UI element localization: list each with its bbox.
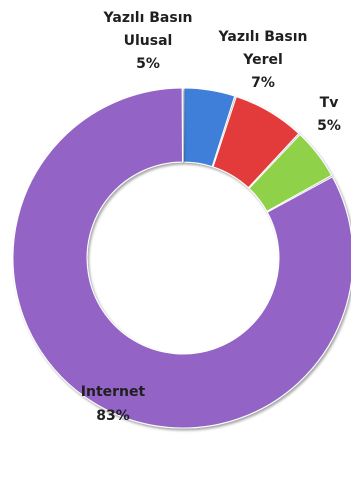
value-label: 5%	[136, 56, 160, 72]
slice-layer	[12, 87, 351, 429]
data-label-tv: Tv 5%	[317, 95, 341, 134]
label-layer: Yazılı Basın Ulusal 5% Yazılı Basın Yerel 7% T…	[81, 10, 341, 424]
slice-tv	[248, 133, 333, 212]
label-line: Yerel	[242, 52, 283, 68]
data-label-yazili-basin-ulusal: Yazılı Basın Ulusal 5%	[103, 10, 193, 72]
label-line: Yazılı Basın	[103, 10, 193, 26]
label-line: Ulusal	[124, 33, 173, 49]
slice-yazili-basin-ulusal	[183, 87, 236, 168]
slice-internet	[12, 87, 351, 429]
value-label: 5%	[317, 118, 341, 134]
value-label: 7%	[251, 75, 275, 91]
label-line: Yazılı Basın	[218, 29, 308, 45]
label-line: Tv	[320, 95, 339, 111]
label-line: Internet	[81, 384, 146, 400]
value-label: 83%	[96, 408, 130, 424]
slice-yazili-basin-yerel	[212, 95, 300, 189]
data-label-internet: Internet 83%	[81, 384, 146, 424]
data-label-yazili-basin-yerel: Yazılı Basın Yerel 7%	[218, 29, 308, 91]
